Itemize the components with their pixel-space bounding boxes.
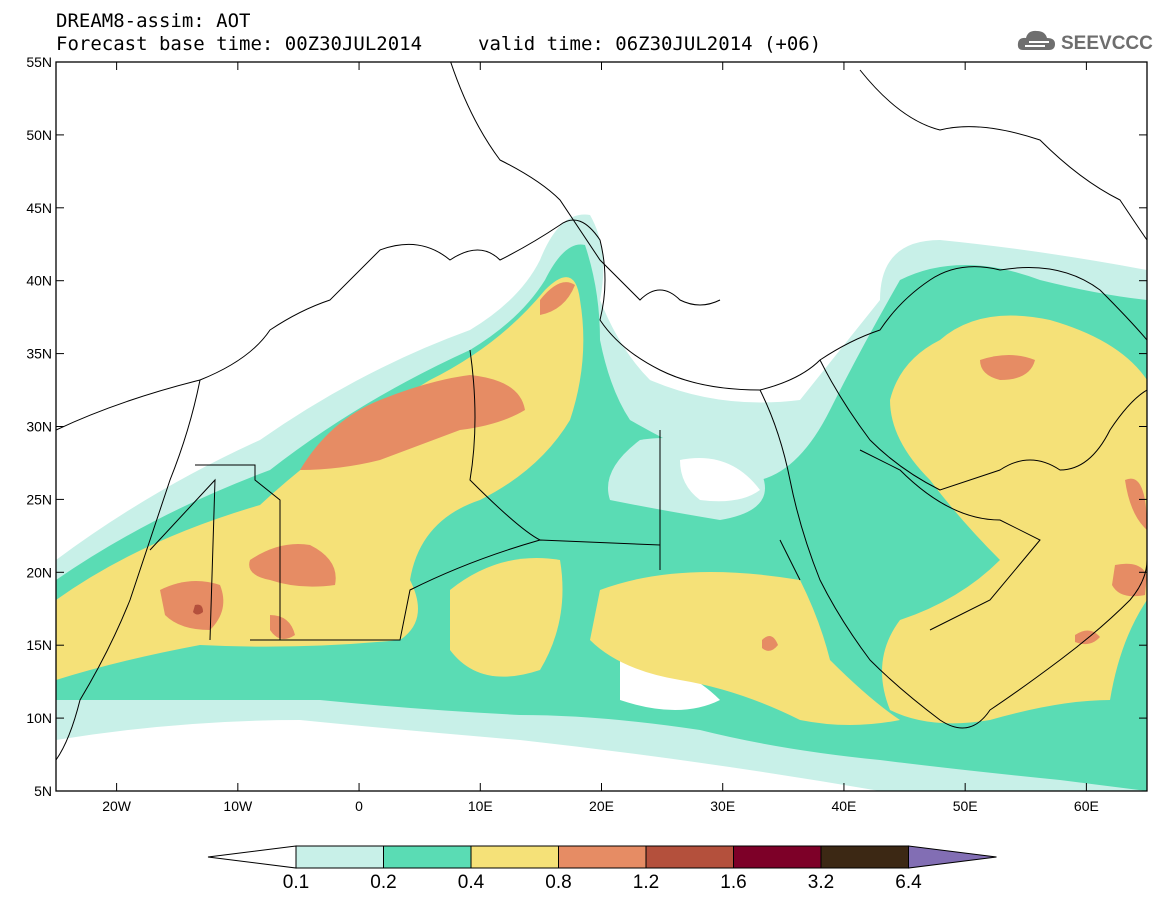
colorbar-high-arrow: [908, 845, 997, 869]
colorbar-low-arrow: [207, 845, 297, 869]
colorbar-swatch: [645, 845, 734, 869]
colorbar-label: 6.4: [895, 872, 922, 893]
colorbar-label: 0.1: [283, 872, 309, 893]
lat-tick-label: 30N: [26, 419, 52, 435]
aot-clear-egypt: [680, 458, 760, 502]
latitude-axis: 55N 50N 45N 40N 35N 30N 25N 20N 15N 10N 5N: [26, 54, 1147, 799]
lon-tick-label: 50E: [953, 798, 978, 814]
aot-band-0.8-mali: [249, 544, 336, 587]
lat-tick-label: 40N: [26, 273, 52, 289]
aot-band-1.2: [193, 604, 203, 615]
logo-text: SEEVCCC: [1061, 33, 1153, 54]
aot-band-0.8-italy: [540, 282, 575, 315]
lon-tick-label: 30E: [710, 798, 735, 814]
colorbar-label: 0.8: [545, 872, 571, 893]
aot-band-0.8-spot: [270, 615, 295, 639]
valid-time-label: valid time: 06Z30JUL2014 (+06): [478, 33, 822, 55]
lat-tick-label: 50N: [26, 127, 52, 143]
lon-tick-label: 60E: [1074, 798, 1099, 814]
map-title: DREAM8-assim: AOT: [56, 10, 251, 32]
lat-tick-label: 5N: [34, 783, 52, 799]
lat-tick-label: 55N: [26, 54, 52, 70]
lat-tick-label: 25N: [26, 491, 52, 507]
longitude-axis: 20W 10W 0 10E 20E 30E 40E 50E 60E: [102, 62, 1099, 814]
colorbar-swatch: [470, 845, 559, 869]
aot-band-0.8-algeria: [300, 375, 525, 470]
base-time-label: Forecast base time: 00Z30JUL2014: [56, 33, 423, 55]
lon-tick-label: 0: [355, 798, 363, 814]
colorbar-swatch: [383, 845, 472, 869]
coastlines: [56, 62, 1147, 761]
colorbar-swatch: [558, 845, 647, 869]
lon-tick-label: 40E: [831, 798, 856, 814]
colorbar-label: 1.2: [633, 872, 659, 893]
lon-tick-label: 10W: [223, 798, 253, 814]
aot-band-0.8-arabian-sea: [1112, 563, 1147, 597]
colorbar-swatch: [820, 845, 909, 869]
aot-field: [56, 62, 1147, 791]
aot-band-0.2: [56, 244, 1147, 791]
aot-band-0.4-sahel: [590, 572, 900, 725]
aot-band-0.8-spot-sudan: [762, 636, 778, 651]
lon-tick-label: 20W: [102, 798, 132, 814]
colorbar-label: 0.4: [458, 872, 485, 893]
colorbar-label: 0.2: [370, 872, 396, 893]
aot-band-0.4-west: [56, 277, 584, 680]
aot-band-0.8-iran: [980, 355, 1035, 380]
cloud-icon: [1017, 30, 1055, 50]
aot-band-0.4-libya: [450, 558, 563, 677]
aot-band-0.8-pakistan: [1125, 478, 1147, 530]
colorbar-swatch: [295, 845, 384, 869]
lat-tick-label: 15N: [26, 637, 52, 653]
lat-tick-label: 10N: [26, 710, 52, 726]
colorbar: 0.1 0.2 0.4 0.8 1.2 1.6 3.2 6.4: [207, 845, 997, 893]
lat-tick-label: 35N: [26, 346, 52, 362]
aot-band-0.8-spot-east: [1075, 630, 1100, 645]
aot-clear-sudan: [620, 660, 720, 710]
seevccc-logo: SEEVCCC: [1017, 30, 1153, 54]
lon-tick-label: 20E: [589, 798, 614, 814]
lon-tick-label: 10E: [468, 798, 493, 814]
colorbar-label: 3.2: [808, 872, 834, 893]
aot-band-0.8-mauritania: [160, 581, 224, 630]
lat-tick-label: 20N: [26, 564, 52, 580]
colorbar-swatch: [733, 845, 822, 869]
colorbar-label: 1.6: [720, 872, 746, 893]
lat-tick-label: 45N: [26, 200, 52, 216]
